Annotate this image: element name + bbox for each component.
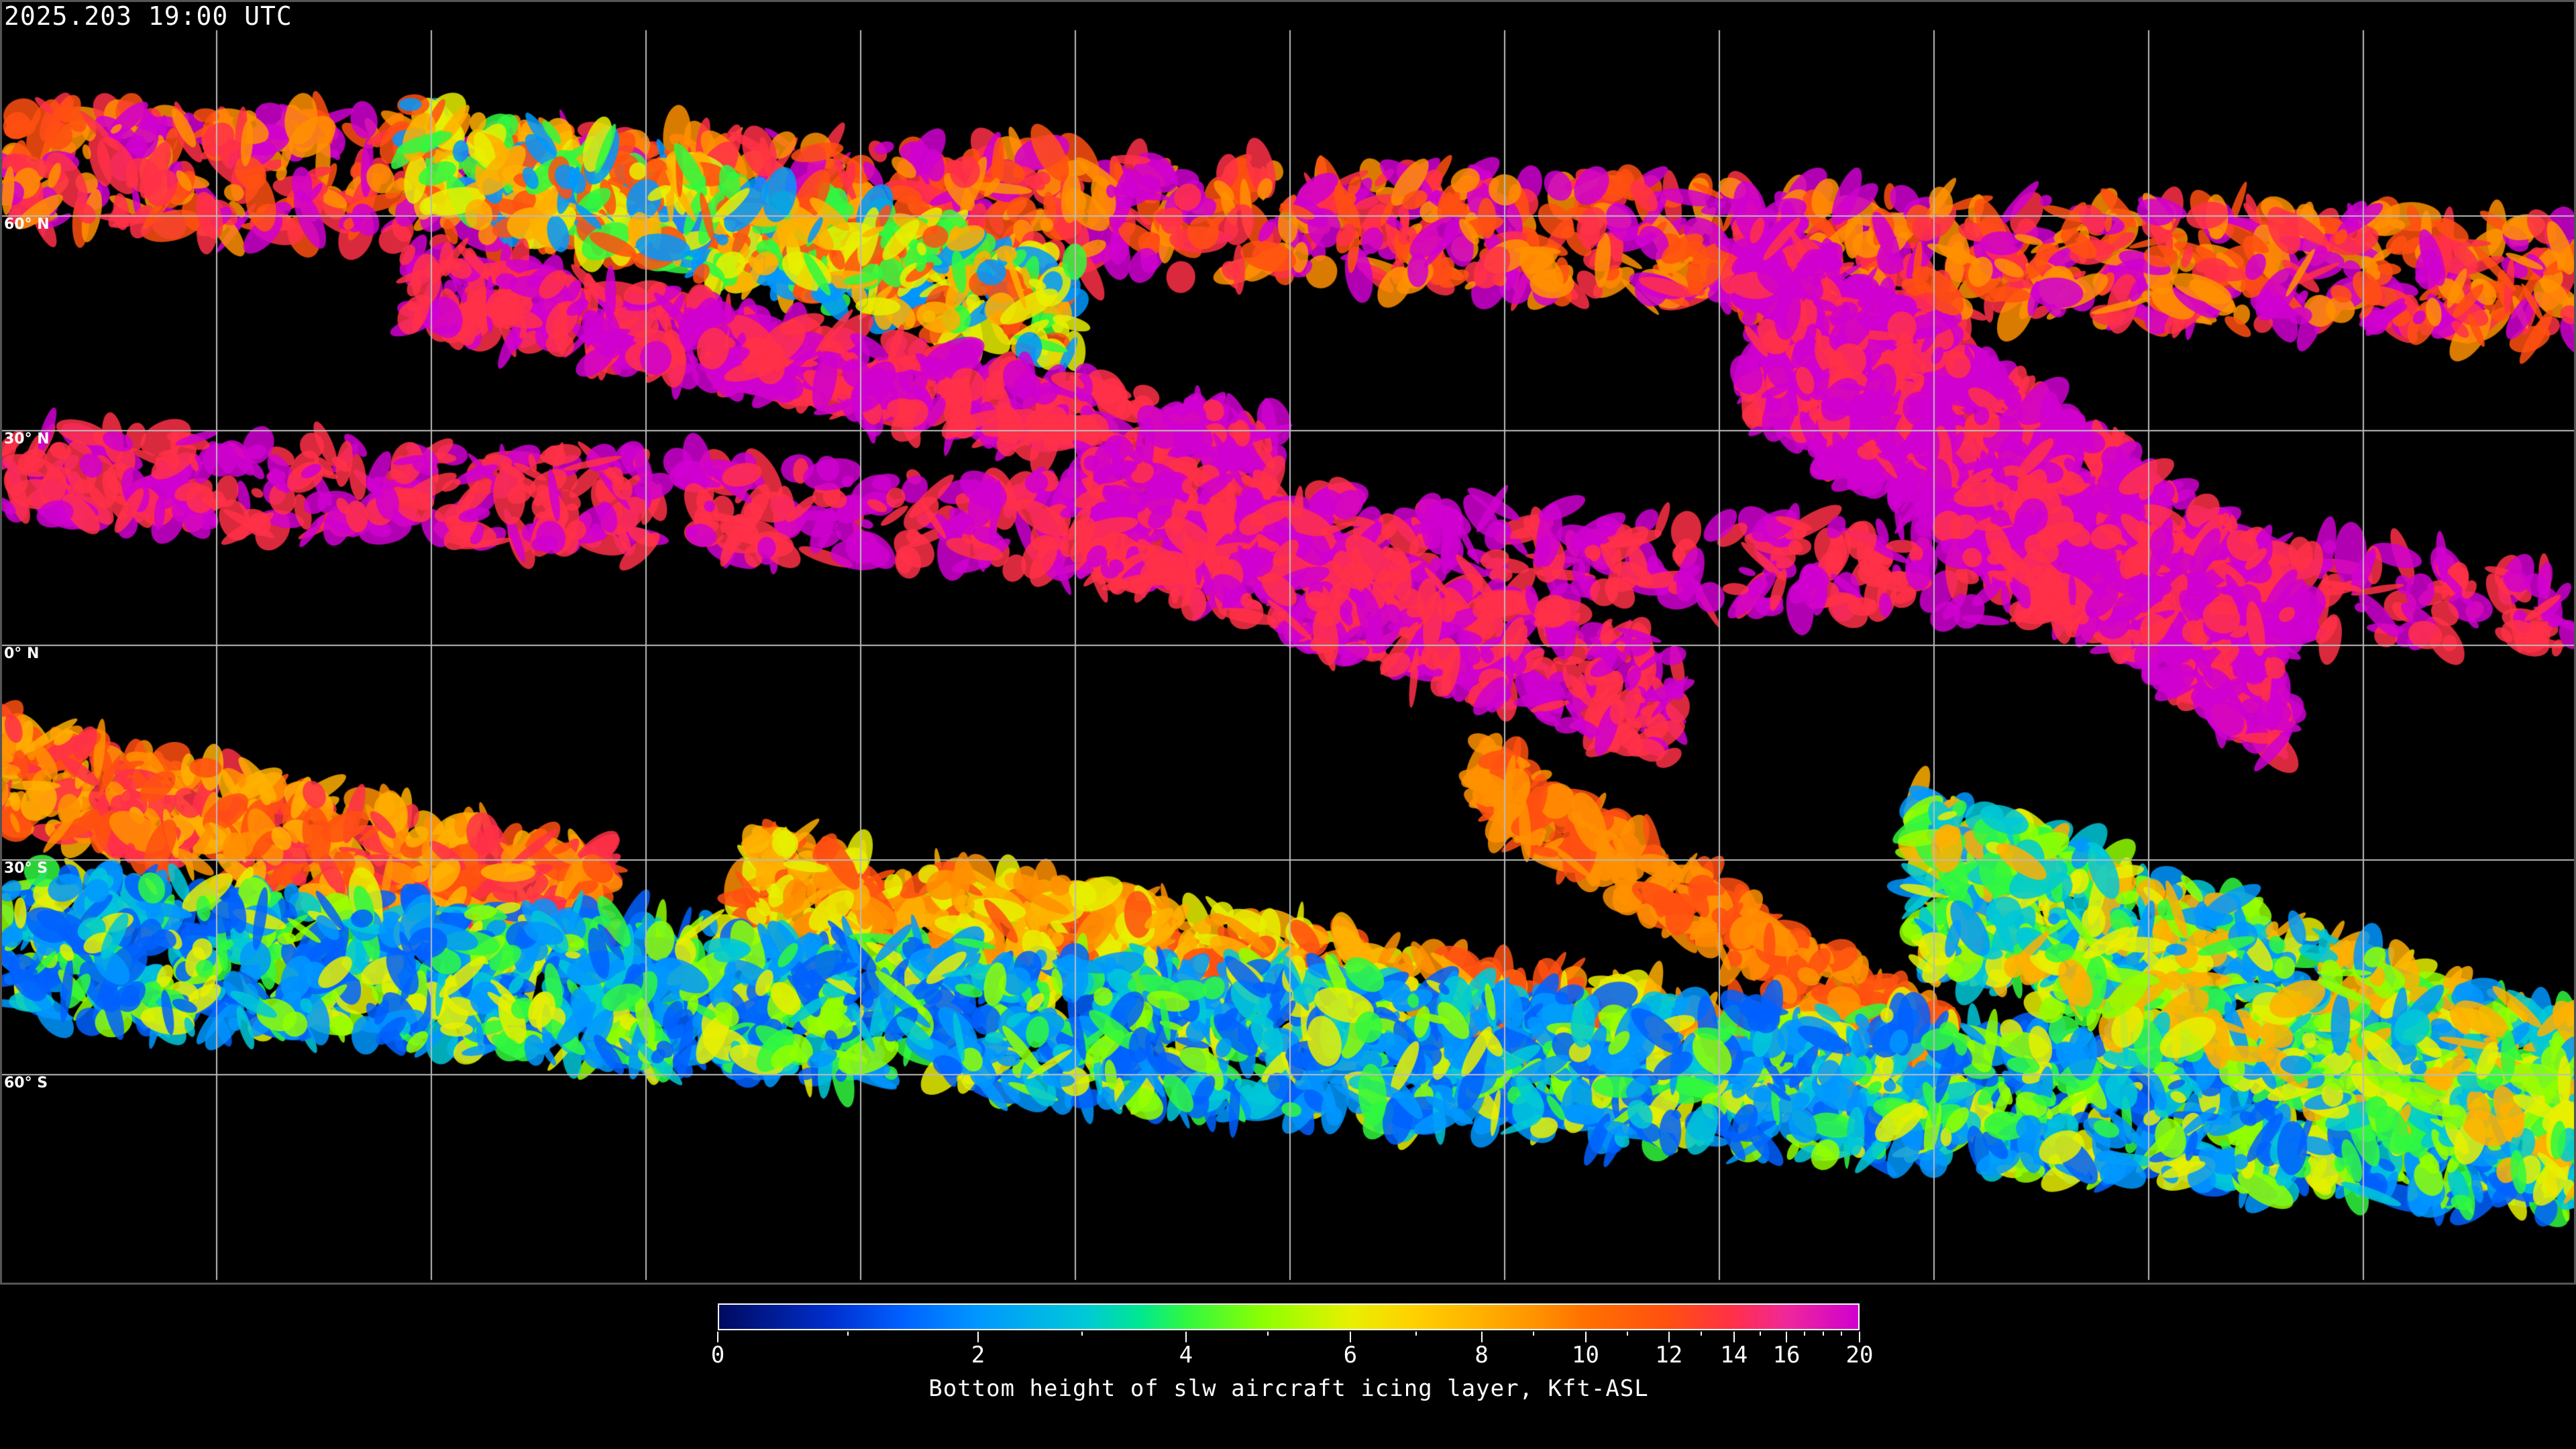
- colorbar-major-tick: [1859, 1332, 1860, 1342]
- colorbar-minor-tick: [1533, 1332, 1535, 1336]
- colorbar-minor-tick: [1759, 1332, 1761, 1336]
- colorbar-major-tick: [1481, 1332, 1483, 1342]
- colorbar-tick-label: 20: [1845, 1342, 1874, 1368]
- colorbar-minor-tick: [1626, 1332, 1628, 1336]
- colorbar-minor-tick: [847, 1332, 849, 1336]
- colorbar-title: Bottom height of slw aircraft icing laye…: [928, 1375, 1649, 1402]
- colorbar-minor-tick: [1822, 1332, 1824, 1336]
- colorbar-minor-tick: [1081, 1332, 1083, 1336]
- colorbar-minor-tick: [1701, 1332, 1703, 1336]
- colorbar-minor-tick: [1415, 1332, 1417, 1336]
- lat-label-60n: 60° N: [4, 216, 50, 233]
- colorbar-tick-label: 10: [1572, 1342, 1599, 1368]
- icing-map: [0, 0, 2576, 1285]
- colorbar-major-tick: [1668, 1332, 1670, 1342]
- lat-label-30s: 30° S: [4, 860, 48, 877]
- lat-label-0: 0° N: [4, 645, 40, 662]
- colorbar-tick-label: 2: [971, 1342, 985, 1368]
- colorbar-tick-label: 8: [1474, 1342, 1489, 1368]
- colorbar-tick-label: 6: [1343, 1342, 1358, 1368]
- colorbar-major-tick: [1585, 1332, 1587, 1342]
- icing-data-layer: [2, 2, 2574, 1283]
- colorbar-major-tick: [1786, 1332, 1788, 1342]
- colorbar-tick-label: 16: [1772, 1342, 1801, 1368]
- timestamp: 2025.203 19:00 UTC: [4, 1, 292, 31]
- colorbar-tick-label: 4: [1179, 1342, 1193, 1368]
- colorbar-tick-label: 0: [710, 1342, 725, 1368]
- colorbar-tick-label: 14: [1720, 1342, 1748, 1368]
- colorbar-minor-tick: [1267, 1332, 1269, 1336]
- colorbar-major-tick: [717, 1332, 718, 1342]
- colorbar-tick-label: 12: [1655, 1342, 1683, 1368]
- colorbar-major-tick: [1349, 1332, 1351, 1342]
- colorbar-minor-tick: [1804, 1332, 1806, 1336]
- colorbar-minor-tick: [1840, 1332, 1842, 1336]
- colorbar: [718, 1303, 1860, 1330]
- colorbar-major-tick: [977, 1332, 979, 1342]
- colorbar-major-tick: [1185, 1332, 1187, 1342]
- lat-label-60s: 60° S: [4, 1075, 48, 1091]
- colorbar-major-tick: [1733, 1332, 1735, 1342]
- lat-label-30n: 30° N: [4, 431, 50, 447]
